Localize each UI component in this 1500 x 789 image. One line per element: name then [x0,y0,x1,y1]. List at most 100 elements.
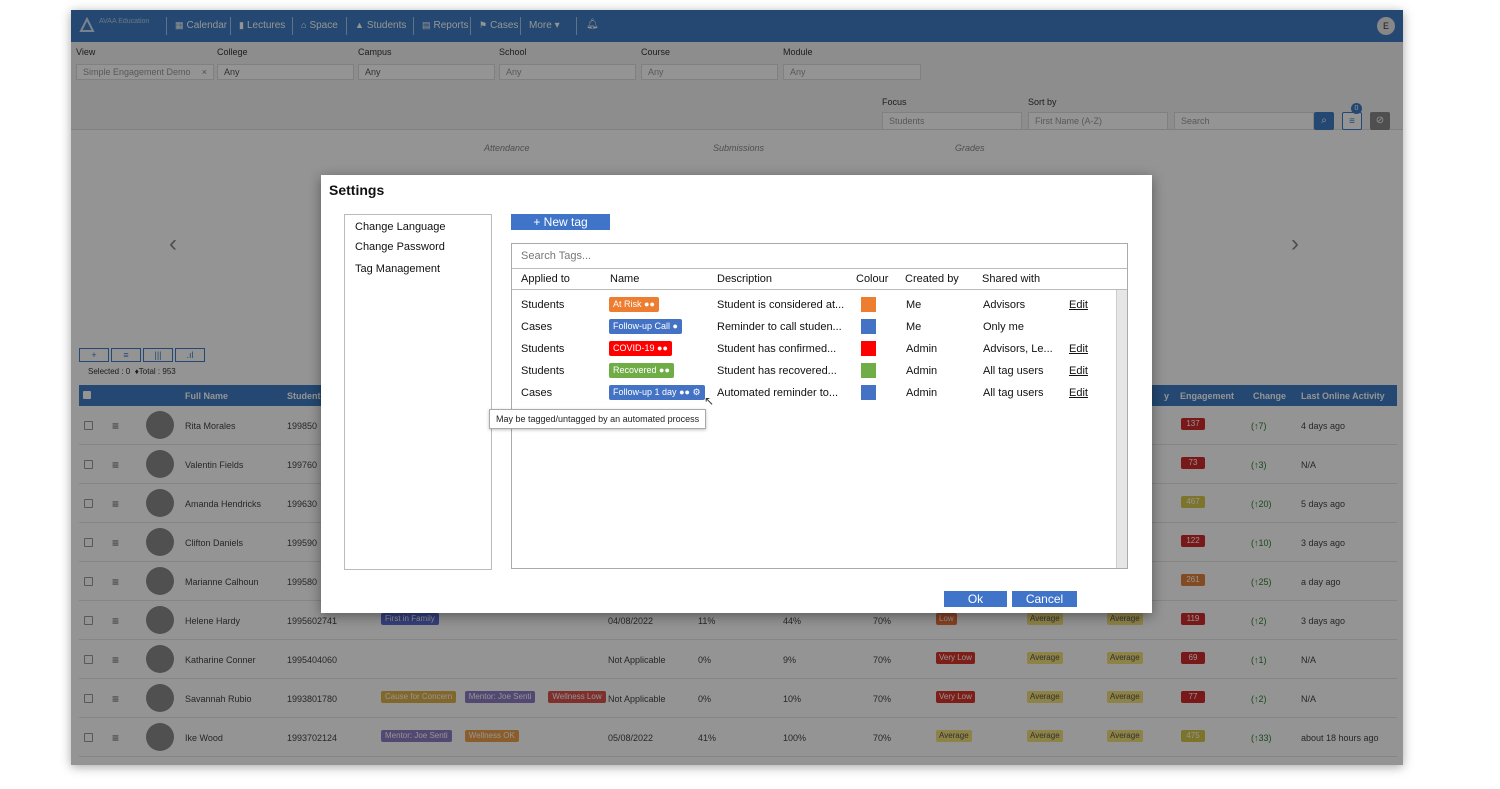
clear-filters-button[interactable]: ⊘ [1370,112,1390,130]
row-checkbox[interactable] [84,577,93,586]
tag-pill[interactable]: Follow-up Call ● [609,319,682,334]
student-name[interactable]: Clifton Daniels [185,538,244,548]
col-last-activity[interactable]: Last Online Activity [1301,391,1385,401]
hamburger-menu-icon[interactable]: ≡ [112,692,120,706]
student-name[interactable]: Rita Morales [185,421,236,431]
row-checkbox[interactable] [84,538,93,547]
college-select[interactable]: Any [217,64,354,80]
row-checkbox[interactable] [84,499,93,508]
hamburger-menu-icon[interactable]: ≡ [112,536,120,550]
menu-change-password[interactable]: Change Password [355,241,445,253]
student-tag[interactable]: First in Family [381,613,439,625]
col-shared-with: Shared with [982,273,1041,285]
col-partial[interactable]: y [1164,391,1170,401]
tag-applied-to: Cases [521,387,553,399]
tag-pill[interactable]: Recovered ●● [609,363,674,378]
student-name[interactable]: Katharine Conner [185,655,256,665]
col-student[interactable]: Student [287,391,321,401]
module-select[interactable]: Any [783,64,921,80]
nav-space[interactable]: ⌂ Space [301,20,338,31]
edit-tag-link[interactable]: Edit [1069,365,1088,377]
tag-pill[interactable]: At Risk ●● [609,297,659,312]
nav-reports[interactable]: ▤ Reports [422,20,469,31]
student-tag[interactable]: Cause for Concern [381,691,457,703]
col-change[interactable]: Change [1253,391,1287,401]
menu-tag-management[interactable]: Tag Management [355,263,440,275]
campus-select[interactable]: Any [358,64,495,80]
edit-tag-link[interactable]: Edit [1069,343,1088,355]
student-name[interactable]: Savannah Rubio [185,694,252,704]
hamburger-menu-icon[interactable]: ≡ [112,419,120,433]
student-name[interactable]: Valentin Fields [185,460,244,470]
cancel-button[interactable]: Cancel [1012,591,1077,607]
add-icon[interactable]: + [79,348,109,362]
student-name[interactable]: Ike Wood [185,733,223,743]
student-tag[interactable]: Mentor: Joe Senti [381,730,452,742]
student-tag[interactable]: Mentor: Joe Senti [464,691,536,703]
avatar [146,411,174,439]
student-tag[interactable]: Wellness Low [548,691,606,703]
chevron-left-icon[interactable]: ‹ [169,230,177,257]
table-row[interactable]: ≡ Savannah Rubio 1993801780 Cause for Conce… [79,679,1397,718]
list-icon[interactable]: ≡ [111,348,141,362]
hamburger-menu-icon[interactable]: ≡ [112,458,120,472]
ok-button[interactable]: Ok [944,591,1007,607]
row-checkbox[interactable] [84,460,93,469]
row-checkbox[interactable] [84,733,93,742]
hamburger-menu-icon[interactable]: ≡ [112,614,120,628]
row-checkbox[interactable] [84,616,93,625]
nav-lectures[interactable]: ▮ Lectures [239,20,286,31]
gear-icon[interactable]: ⚙ [692,387,701,397]
bell-icon[interactable]: 🔔︎ [586,19,599,30]
edit-tag-link[interactable]: Edit [1069,299,1088,311]
student-tag[interactable]: Wellness OK [464,730,519,742]
row-checkbox[interactable] [84,421,93,430]
new-tag-button[interactable]: + New tag [511,214,610,230]
sort-select[interactable]: First Name (A-Z) [1028,112,1168,130]
hamburger-menu-icon[interactable]: ≡ [112,497,120,511]
nav-more[interactable]: More ▾ [529,20,560,31]
nav-divider [576,17,577,35]
tag-row[interactable]: Cases Follow-up Call ● Reminder to call st… [512,318,1116,338]
select-all-checkbox[interactable] [83,391,91,399]
hamburger-menu-icon[interactable]: ≡ [112,731,120,745]
student-name[interactable]: Marianne Calhoun [185,577,259,587]
tag-list-scrollbar[interactable] [1116,290,1127,568]
clear-icon[interactable]: × [201,67,207,77]
nav-calendar[interactable]: ▦ Calendar [175,20,228,31]
col-engagement[interactable]: Engagement [1180,391,1235,401]
course-select[interactable]: Any [641,64,778,80]
view-select[interactable]: Simple Engagement Demo × [76,64,214,80]
focus-select[interactable]: Students [882,112,1022,130]
student-name[interactable]: Amanda Hendricks [185,499,262,509]
table-row[interactable]: ≡ Ike Wood 1993702124 Mentor: Joe Senti Well… [79,718,1397,757]
columns-icon[interactable]: ||| [143,348,173,362]
logo-icon[interactable] [79,17,95,33]
row-checkbox[interactable] [84,694,93,703]
search-input[interactable]: Search [1174,112,1314,130]
hamburger-menu-icon[interactable]: ≡ [112,653,120,667]
student-id: 1995602741 [287,616,338,626]
edit-tag-link[interactable]: Edit [1069,387,1088,399]
hamburger-menu-icon[interactable]: ≡ [112,575,120,589]
chevron-right-icon[interactable]: › [1291,230,1299,257]
nav-students[interactable]: ▲ Students [355,20,407,31]
users-icon: ●● [657,343,668,353]
tag-row[interactable]: Students COVID-19 ●● Student has confirmed… [512,340,1116,360]
nav-cases[interactable]: ⚑ Cases [479,20,519,31]
student-name[interactable]: Helene Hardy [185,616,241,626]
tag-row[interactable]: Students Recovered ●● Student has recovere… [512,362,1116,382]
table-row[interactable]: ≡ Katharine Conner 1995404060 Not Applicabl… [79,640,1397,679]
tag-search-input[interactable]: Search Tags... [512,244,1127,269]
bar-chart-icon[interactable]: .ıl [175,348,205,362]
school-select[interactable]: Any [499,64,636,80]
user-avatar[interactable]: E [1377,17,1395,35]
tag-pill[interactable]: COVID-19 ●● [609,341,672,356]
col-full-name[interactable]: Full Name [185,391,229,401]
tag-pill[interactable]: Follow-up 1 day ●● ⚙ [609,385,705,400]
tag-row[interactable]: Students At Risk ●● Student is considered … [512,296,1116,316]
tag-row[interactable]: Cases Follow-up 1 day ●● ⚙ Automated remin… [512,384,1116,404]
search-button[interactable]: ⌕ [1314,112,1334,130]
menu-change-language[interactable]: Change Language [355,221,446,233]
row-checkbox[interactable] [84,655,93,664]
